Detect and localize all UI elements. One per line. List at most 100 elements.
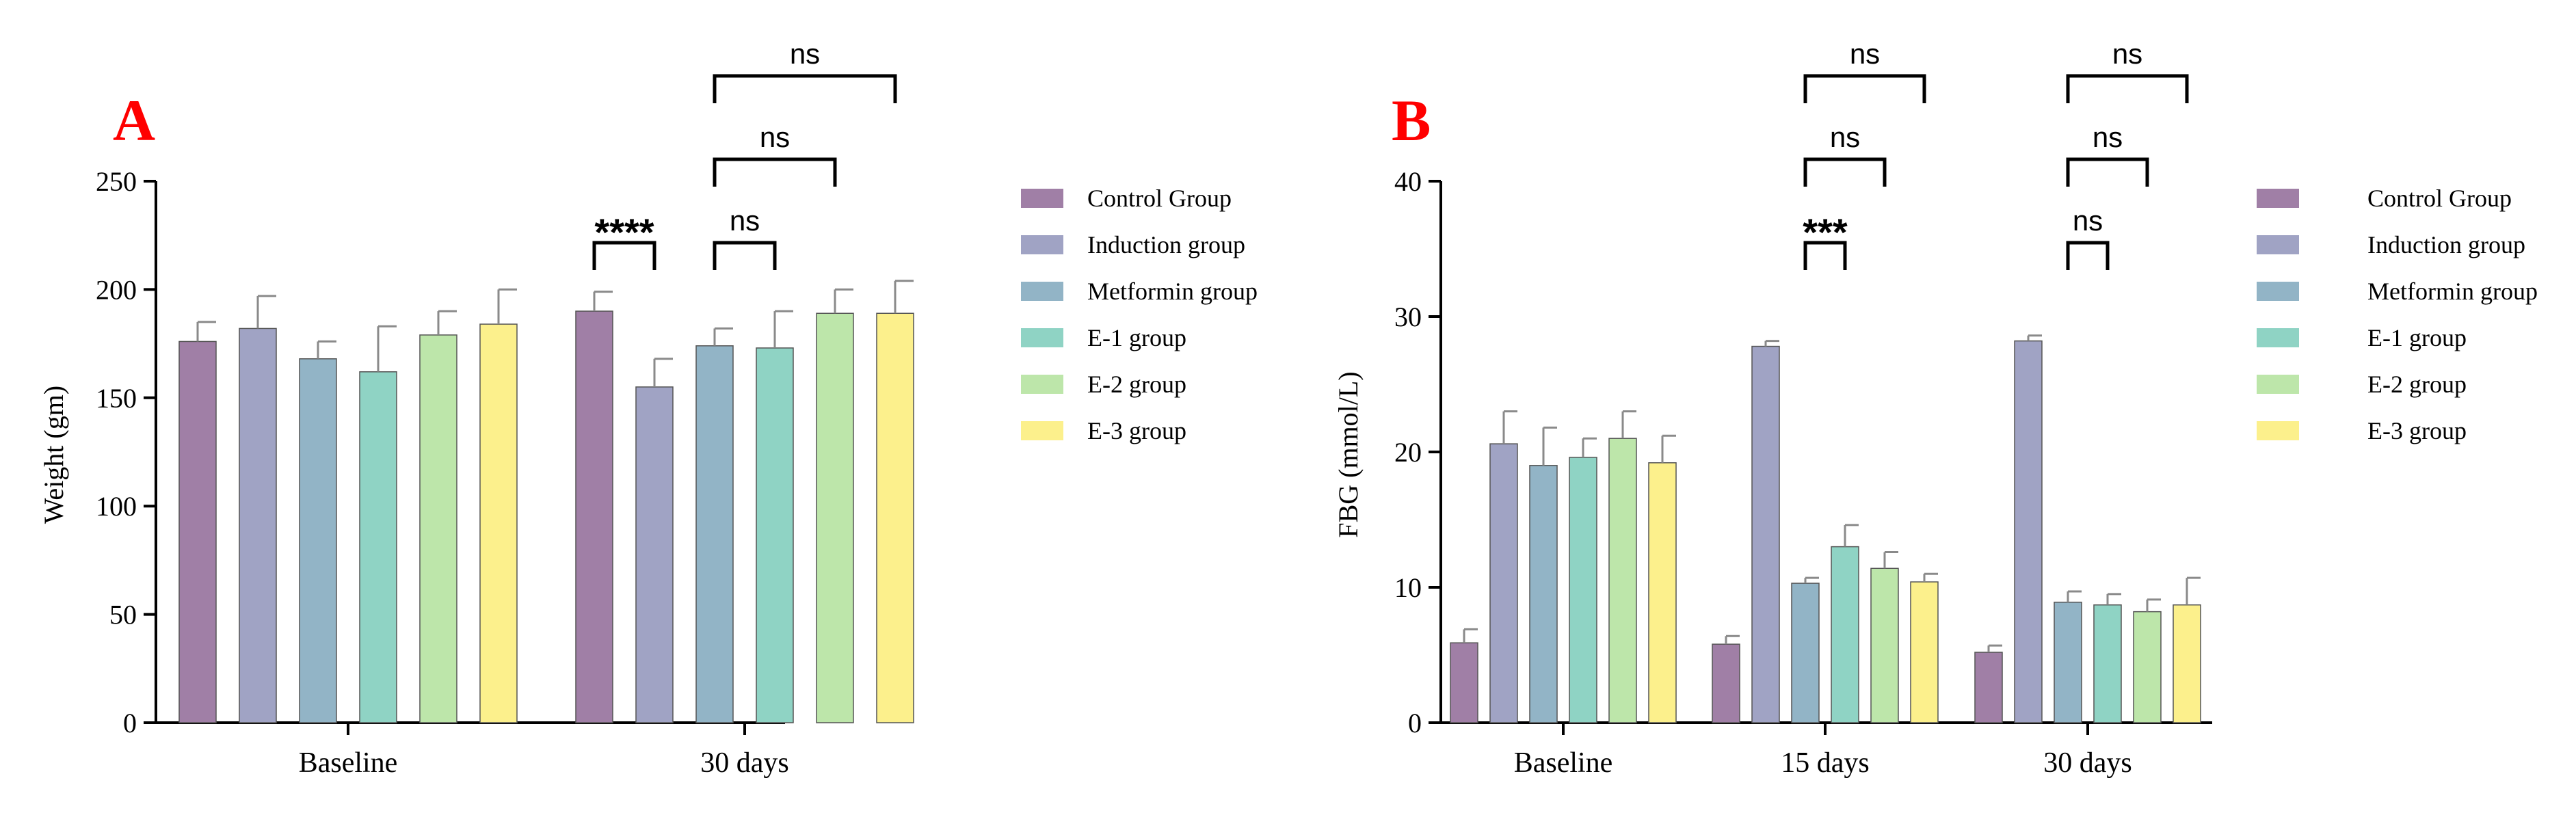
panel-b-y-tick-label: 30 bbox=[1394, 302, 1422, 332]
panel-b-bar-e-3-group-30-days bbox=[2173, 604, 2201, 723]
panel-b-bar-control-group-15-days bbox=[1712, 643, 1740, 723]
panel-a-legend-swatch-e-2-group bbox=[1021, 375, 1063, 394]
panel-b-significance-bracket bbox=[1803, 157, 1887, 187]
panel-b-bar-metformin-group-30-days bbox=[2054, 602, 2082, 723]
panel-b-bar-metformin-group-15-days bbox=[1791, 583, 1820, 723]
panel-b-y-tick-label: 40 bbox=[1394, 166, 1422, 197]
panel-a-legend-label-e-3-group: E-3 group bbox=[1087, 417, 1186, 444]
panel-a-bar-metformin-group-30-days bbox=[695, 345, 734, 723]
panel-a-bar-e-2-group-30-days bbox=[816, 312, 854, 723]
panel-a-y-tick-label: 200 bbox=[96, 274, 137, 305]
panel-a-legend-swatch-e-1-group bbox=[1021, 328, 1063, 347]
legend-a: Control Group Induction group Metformin gr… bbox=[1021, 185, 1258, 444]
panel-a-legend-swatch-induction-group bbox=[1021, 235, 1063, 254]
panel-b-significance-bracket bbox=[2066, 157, 2149, 187]
panel-b-legend-label-e-1-group: E-1 group bbox=[2367, 324, 2467, 351]
plot-area-b: 0 10 20 30 40 Baseline 15 days 30 days *** ns ns ns… bbox=[1394, 38, 2212, 779]
panel-b-bar-metformin-group-baseline bbox=[1529, 465, 1558, 723]
panel-b-significance-label: ns bbox=[1830, 121, 1860, 153]
panel-b-significance-bracket bbox=[2066, 241, 2110, 270]
panel-a-bar-e-1-group-baseline bbox=[359, 371, 397, 723]
panel-a-y-tick-label: 150 bbox=[96, 383, 137, 414]
panel-b-legend-swatch-induction-group bbox=[2257, 235, 2299, 254]
panel-b-legend-swatch-control-group bbox=[2257, 189, 2299, 208]
panel-b-bar-induction-group-baseline bbox=[1489, 443, 1518, 723]
panel-b: B FBG (mmol/L) 0 10 20 30 40 Baseline 15 days 3… bbox=[1333, 38, 2538, 779]
panel-letter-a: A bbox=[113, 88, 155, 153]
panel-b-significance-bracket bbox=[2066, 74, 2189, 103]
y-axis-title-a: Weight (gm) bbox=[38, 386, 69, 524]
panel-a-significance-bracket bbox=[592, 241, 656, 270]
panel-b-legend-label-metformin-group: Metformin group bbox=[2367, 278, 2538, 305]
panel-b-y-tick-label: 10 bbox=[1394, 572, 1422, 603]
panel-a-bar-e-3-group-baseline bbox=[479, 323, 518, 723]
panel-a-significance-label: ns bbox=[730, 204, 760, 237]
panel-a-bar-control-group-baseline bbox=[178, 340, 217, 723]
panel-a-significance-label: ns bbox=[790, 38, 820, 70]
panel-a-x-tick-label-baseline: Baseline bbox=[299, 747, 398, 779]
panel-b-x-tick-label-30-days: 30 days bbox=[2043, 747, 2132, 779]
panel-b-legend-swatch-e-1-group bbox=[2257, 328, 2299, 347]
panel-a-significance-bracket bbox=[713, 74, 897, 103]
panel-b-bar-control-group-30-days bbox=[1974, 652, 2003, 723]
panel-b-bar-e-1-group-baseline bbox=[1569, 457, 1597, 723]
panel-b-significance-bracket bbox=[1803, 241, 1847, 270]
panel-b-bar-e-2-group-30-days bbox=[2133, 611, 2162, 723]
panel-a-y-tick-label: 0 bbox=[123, 708, 137, 738]
panel-b-legend-swatch-e-2-group bbox=[2257, 375, 2299, 394]
panel-b-y-tick-label: 20 bbox=[1394, 437, 1422, 468]
panel-a-significance-label: **** bbox=[594, 211, 654, 254]
panel-a-y-tick-label: 100 bbox=[96, 491, 137, 522]
panel-a-x-tick-label-30-days: 30 days bbox=[700, 747, 789, 779]
panel-a-legend-label-induction-group: Induction group bbox=[1087, 231, 1245, 258]
panel-a-significance-bracket bbox=[713, 241, 777, 270]
panel-b-bar-e-1-group-15-days bbox=[1831, 546, 1859, 723]
panel-b-legend-label-e-3-group: E-3 group bbox=[2367, 417, 2467, 444]
panel-b-bar-e-2-group-15-days bbox=[1870, 567, 1899, 723]
panel-b-bar-e-2-group-baseline bbox=[1608, 438, 1637, 723]
panel-b-significance-label: ns bbox=[2112, 38, 2142, 70]
panel-b-significance-label: ns bbox=[2093, 121, 2123, 153]
panel-b-bar-e-3-group-15-days bbox=[1910, 581, 1939, 723]
panel-a-bar-induction-group-baseline bbox=[239, 328, 277, 723]
legend-b: Control Group Induction group Metformin gr… bbox=[2257, 185, 2538, 444]
panel-b-x-tick-label-baseline: Baseline bbox=[1514, 747, 1613, 779]
panel-a-legend-label-metformin-group: Metformin group bbox=[1087, 278, 1258, 305]
panel-b-bar-e-3-group-baseline bbox=[1648, 462, 1677, 723]
panel-b-legend-swatch-metformin-group bbox=[2257, 282, 2299, 301]
panel-a-bar-control-group-30-days bbox=[575, 310, 613, 723]
panel-a-bar-e-3-group-30-days bbox=[876, 312, 914, 723]
panel-b-y-tick-label: 0 bbox=[1408, 708, 1422, 738]
panel-a-bar-e-2-group-baseline bbox=[419, 334, 457, 723]
panel-a-legend-swatch-metformin-group bbox=[1021, 282, 1063, 301]
panel-b-bar-control-group-baseline bbox=[1450, 642, 1478, 723]
plot-area-a: 0 50 100 150 200 250 Baseline 30 days **** ns ns ns bbox=[96, 38, 914, 779]
panel-a-legend-label-e-2-group: E-2 group bbox=[1087, 371, 1186, 398]
panel-a-bar-e-1-group-30-days bbox=[756, 347, 794, 723]
panel-b-x-tick-label-15-days: 15 days bbox=[1781, 747, 1870, 779]
panel-a-significance-bracket bbox=[713, 157, 837, 187]
panel-a-y-tick-label: 50 bbox=[109, 600, 137, 630]
panel-a-legend-swatch-e-3-group bbox=[1021, 421, 1063, 440]
panel-b-bar-induction-group-15-days bbox=[1751, 345, 1780, 723]
panel-b-legend-label-control-group: Control Group bbox=[2367, 185, 2512, 212]
panel-b-significance-label: ns bbox=[2073, 204, 2103, 237]
panel-a-bar-metformin-group-baseline bbox=[299, 358, 337, 723]
panel-b-bar-e-1-group-30-days bbox=[2093, 604, 2122, 723]
panel-a-legend-label-control-group: Control Group bbox=[1087, 185, 1232, 212]
panel-b-legend-swatch-e-3-group bbox=[2257, 421, 2299, 440]
panel-a: A Weight (gm) 0 50 100 150 200 250 Baseline 30 … bbox=[38, 38, 1258, 779]
panel-a-legend-label-e-1-group: E-1 group bbox=[1087, 324, 1186, 351]
y-axis-title-b: FBG (mmol/L) bbox=[1333, 371, 1364, 537]
panel-a-legend-swatch-control-group bbox=[1021, 189, 1063, 208]
panel-b-significance-label: *** bbox=[1803, 211, 1848, 254]
panel-letter-b: B bbox=[1392, 88, 1431, 153]
panel-b-legend-label-induction-group: Induction group bbox=[2367, 231, 2525, 258]
panel-b-bar-induction-group-30-days bbox=[2014, 340, 2043, 723]
panel-b-significance-label: ns bbox=[1850, 38, 1880, 70]
panel-b-significance-bracket bbox=[1803, 74, 1926, 103]
panel-a-y-tick-label: 250 bbox=[96, 166, 137, 197]
panel-a-significance-label: ns bbox=[760, 121, 790, 153]
panel-a-bar-induction-group-30-days bbox=[635, 386, 674, 723]
